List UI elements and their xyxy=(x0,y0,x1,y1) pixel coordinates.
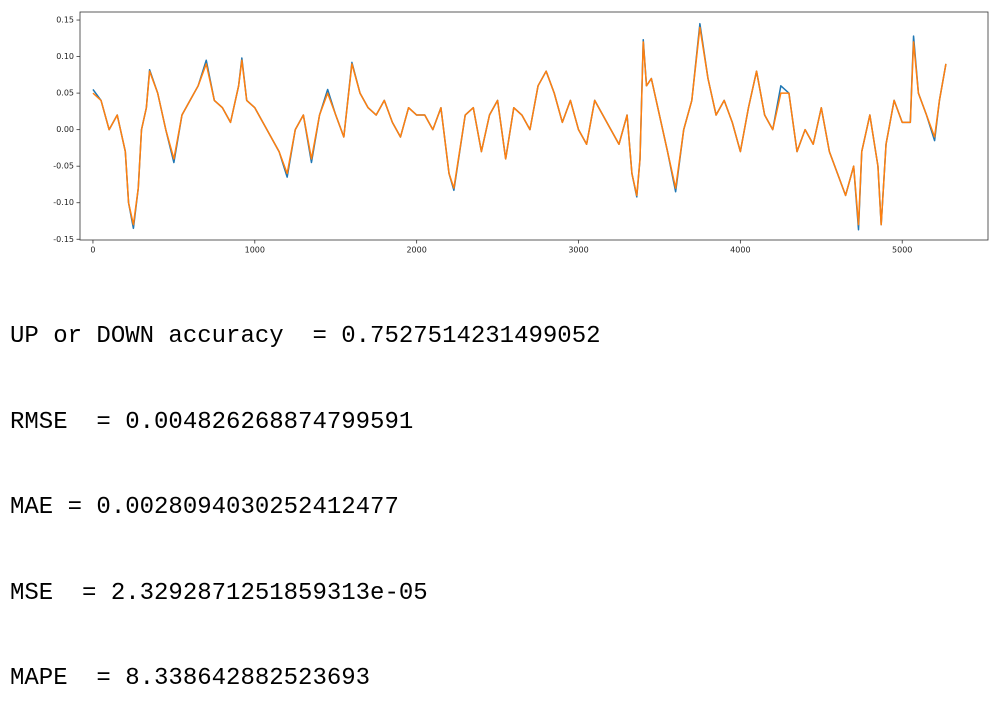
chart: 0 1000 2000 3000 4000 5000 -0.15 -0.10 -0.05 0.00… xyxy=(53,11,989,255)
y-tick-label: -0.05 xyxy=(53,162,74,171)
series-line xyxy=(92,26,947,226)
y-tick-label: -0.15 xyxy=(53,235,74,244)
output-line: RMSE = 0.004826268874799591 xyxy=(10,408,414,436)
output-line: UP or DOWN accuracy = 0.7527514231499052 xyxy=(10,323,601,350)
y-tick-label: -0.10 xyxy=(53,198,74,207)
output-text: UP or DOWN accuracy = 0.7527514231499052… xyxy=(10,266,601,722)
page: 0 1000 2000 3000 4000 5000 -0.15 -0.10 -0.05 0.00… xyxy=(10,11,989,692)
output-line: MAPE = 8.338642882523693 xyxy=(10,665,371,692)
y-tick-label: 0.05 xyxy=(56,89,74,98)
x-tick-label: 4000 xyxy=(730,246,750,255)
x-tick-label: 2000 xyxy=(406,246,426,255)
output-line: MAE = 0.0028094030252412477 xyxy=(10,494,399,521)
x-tick-label: 3000 xyxy=(568,246,588,255)
axes-frame xyxy=(79,11,989,241)
series-line xyxy=(92,22,947,231)
y-tick-label: 0.00 xyxy=(56,125,74,134)
y-tick-label: 0.15 xyxy=(56,16,74,25)
x-tick-label: 0 xyxy=(90,246,95,255)
x-tick-label: 5000 xyxy=(892,246,912,255)
x-tick-label: 1000 xyxy=(245,246,265,255)
y-tick-label: 0.10 xyxy=(56,52,74,61)
output-line: MSE = 2.3292871251859313e-05 xyxy=(10,579,428,607)
